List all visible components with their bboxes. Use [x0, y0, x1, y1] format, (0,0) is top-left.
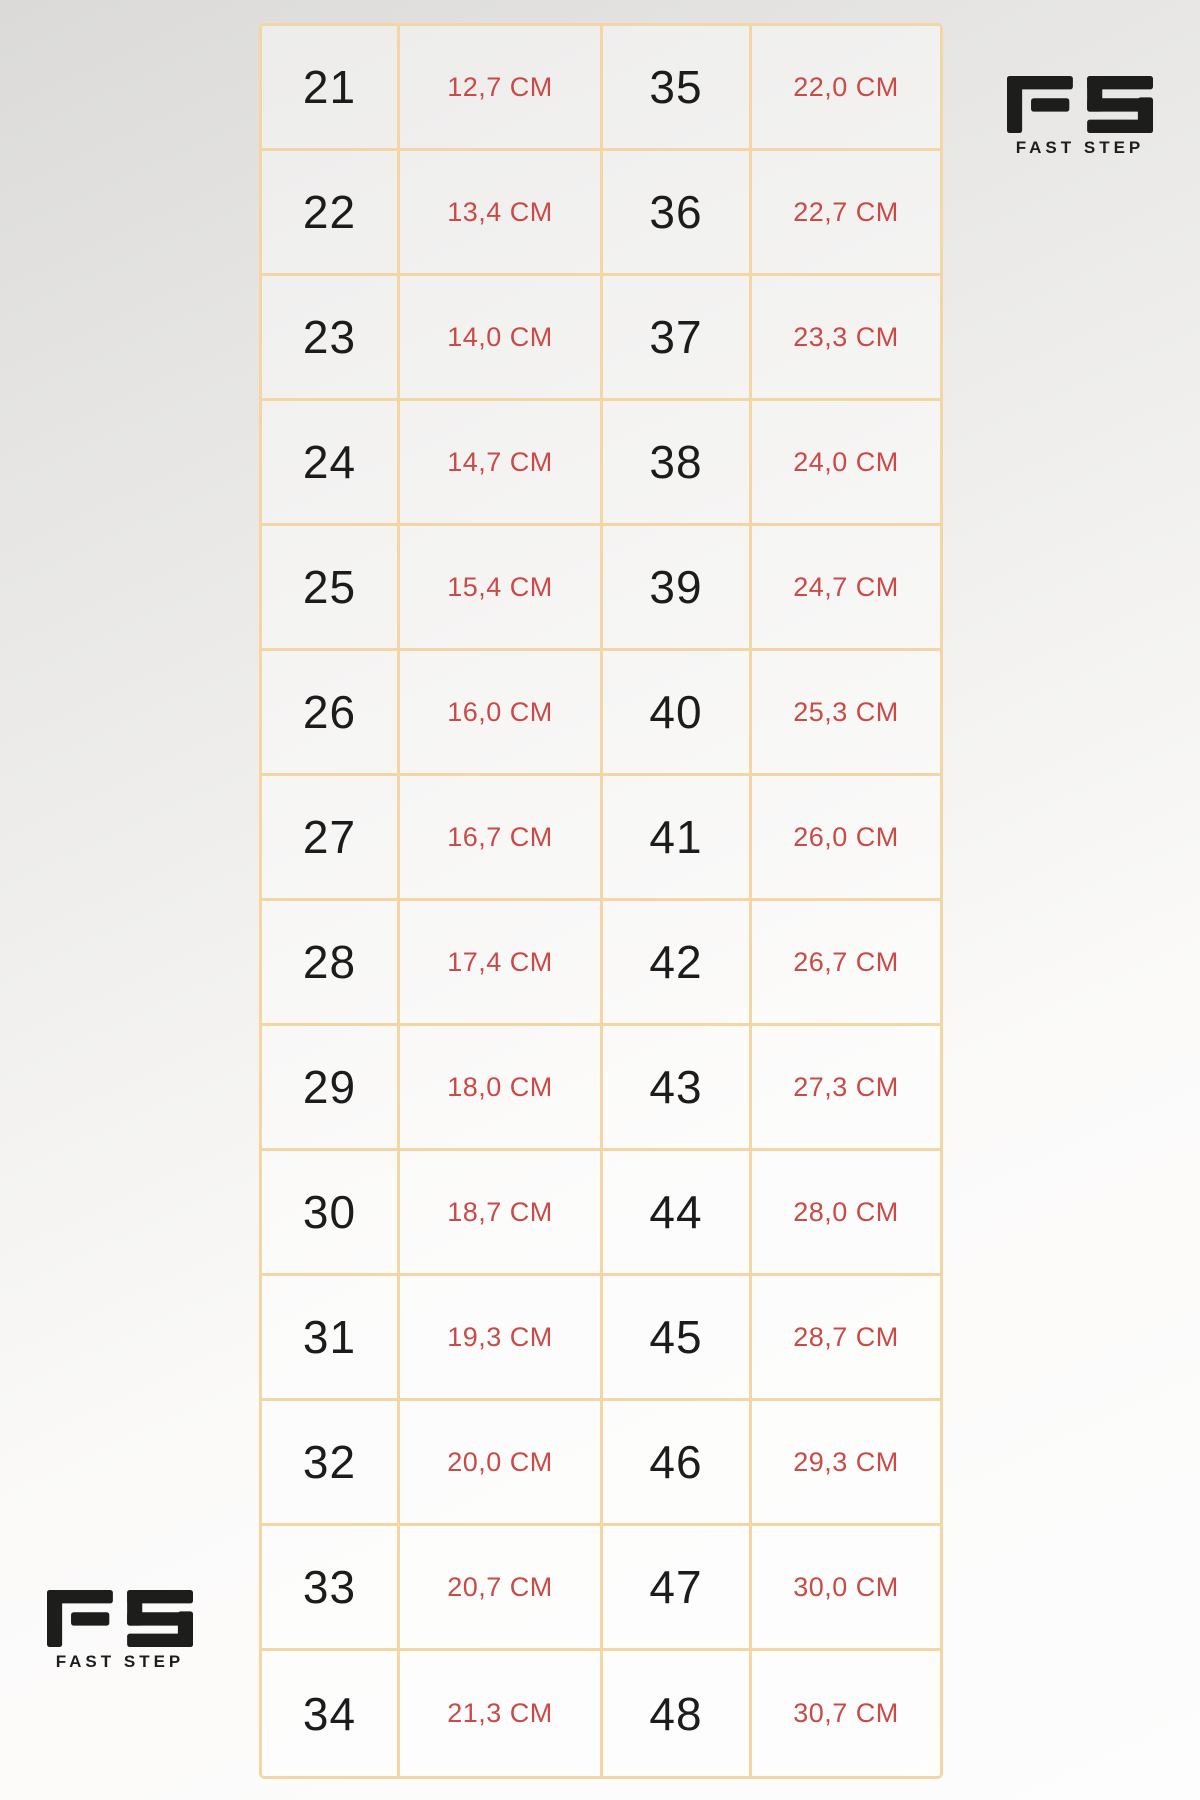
foot-length-cell: 28,7 CM — [752, 1276, 940, 1401]
foot-length-cell: 12,7 CM — [400, 26, 603, 151]
foot-length-cell: 24,0 CM — [752, 401, 940, 526]
size-cell: 42 — [603, 901, 752, 1026]
size-cell: 44 — [603, 1151, 752, 1276]
foot-length-cell: 14,0 CM — [400, 276, 603, 401]
foot-length-cell: 27,3 CM — [752, 1026, 940, 1151]
foot-length-cell: 25,3 CM — [752, 651, 940, 776]
foot-length-cell: 16,0 CM — [400, 651, 603, 776]
brand-tagline: FAST STEP — [55, 1652, 185, 1671]
size-cell: 23 — [262, 276, 400, 401]
foot-length-cell: 19,3 CM — [400, 1276, 603, 1401]
size-cell: 45 — [603, 1276, 752, 1401]
size-cell: 37 — [603, 276, 752, 401]
size-cell: 43 — [603, 1026, 752, 1151]
size-cell: 38 — [603, 401, 752, 526]
foot-length-cell: 17,4 CM — [400, 901, 603, 1026]
foot-length-cell: 15,4 CM — [400, 526, 603, 651]
brand-logo-bottom-left: FAST STEP — [40, 1590, 200, 1672]
foot-length-cell: 30,7 CM — [752, 1651, 940, 1776]
foot-length-cell: 20,7 CM — [400, 1526, 603, 1651]
size-cell: 29 — [262, 1026, 400, 1151]
size-cell: 35 — [603, 26, 752, 151]
size-cell: 48 — [603, 1651, 752, 1776]
size-cell: 25 — [262, 526, 400, 651]
size-cell: 31 — [262, 1276, 400, 1401]
size-cell: 32 — [262, 1401, 400, 1526]
size-cell: 24 — [262, 401, 400, 526]
foot-length-cell: 30,0 CM — [752, 1526, 940, 1651]
size-cell: 26 — [262, 651, 400, 776]
foot-length-cell: 21,3 CM — [400, 1651, 603, 1776]
size-cell: 41 — [603, 776, 752, 901]
foot-length-cell: 26,7 CM — [752, 901, 940, 1026]
size-cell: 39 — [603, 526, 752, 651]
size-table: 21 12,7 CM 35 22,0 CM 22 13,4 CM 36 22,7 CM 23 14… — [259, 23, 943, 1779]
size-cell: 28 — [262, 901, 400, 1026]
size-cell: 22 — [262, 151, 400, 276]
foot-length-cell: 22,0 CM — [752, 26, 940, 151]
foot-length-cell: 22,7 CM — [752, 151, 940, 276]
foot-length-cell: 20,0 CM — [400, 1401, 603, 1526]
foot-length-cell: 26,0 CM — [752, 776, 940, 901]
foot-length-cell: 13,4 CM — [400, 151, 603, 276]
size-cell: 40 — [603, 651, 752, 776]
foot-length-cell: 28,0 CM — [752, 1151, 940, 1276]
foot-length-cell: 16,7 CM — [400, 776, 603, 901]
foot-length-cell: 23,3 CM — [752, 276, 940, 401]
foot-length-cell: 18,7 CM — [400, 1151, 603, 1276]
foot-length-cell: 18,0 CM — [400, 1026, 603, 1151]
foot-length-cell: 29,3 CM — [752, 1401, 940, 1526]
size-cell: 21 — [262, 26, 400, 151]
size-cell: 46 — [603, 1401, 752, 1526]
brand-logo-top-right: FAST STEP — [1000, 76, 1160, 158]
size-cell: 47 — [603, 1526, 752, 1651]
size-cell: 27 — [262, 776, 400, 901]
fs-logo-icon — [47, 1590, 193, 1647]
foot-length-cell: 14,7 CM — [400, 401, 603, 526]
size-cell: 34 — [262, 1651, 400, 1776]
size-cell: 30 — [262, 1151, 400, 1276]
size-cell: 36 — [603, 151, 752, 276]
size-cell: 33 — [262, 1526, 400, 1651]
foot-length-cell: 24,7 CM — [752, 526, 940, 651]
fs-logo-icon — [1007, 76, 1153, 133]
brand-tagline: FAST STEP — [1015, 138, 1145, 157]
